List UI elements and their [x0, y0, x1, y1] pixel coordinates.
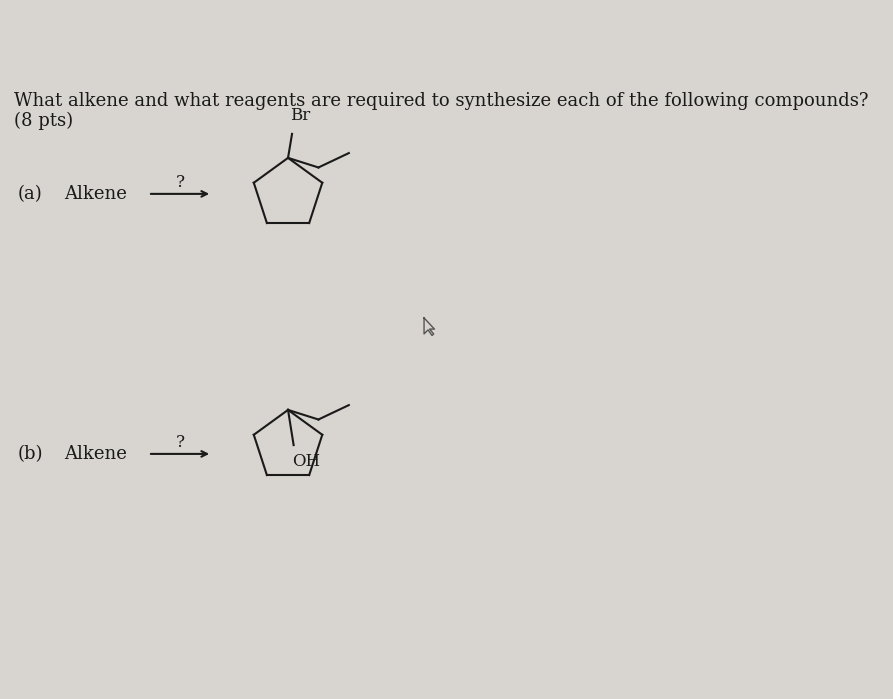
Text: Alkene: Alkene — [64, 185, 127, 203]
Text: (b): (b) — [18, 445, 43, 463]
Text: (8 pts): (8 pts) — [14, 111, 73, 130]
Text: ?: ? — [176, 434, 185, 452]
Text: OH: OH — [292, 453, 321, 470]
Text: ?: ? — [176, 174, 185, 192]
Text: Br: Br — [290, 107, 311, 124]
Text: (a): (a) — [18, 185, 42, 203]
Text: What alkene and what reagents are required to synthesize each of the following c: What alkene and what reagents are requir… — [14, 92, 869, 110]
Text: Alkene: Alkene — [64, 445, 127, 463]
